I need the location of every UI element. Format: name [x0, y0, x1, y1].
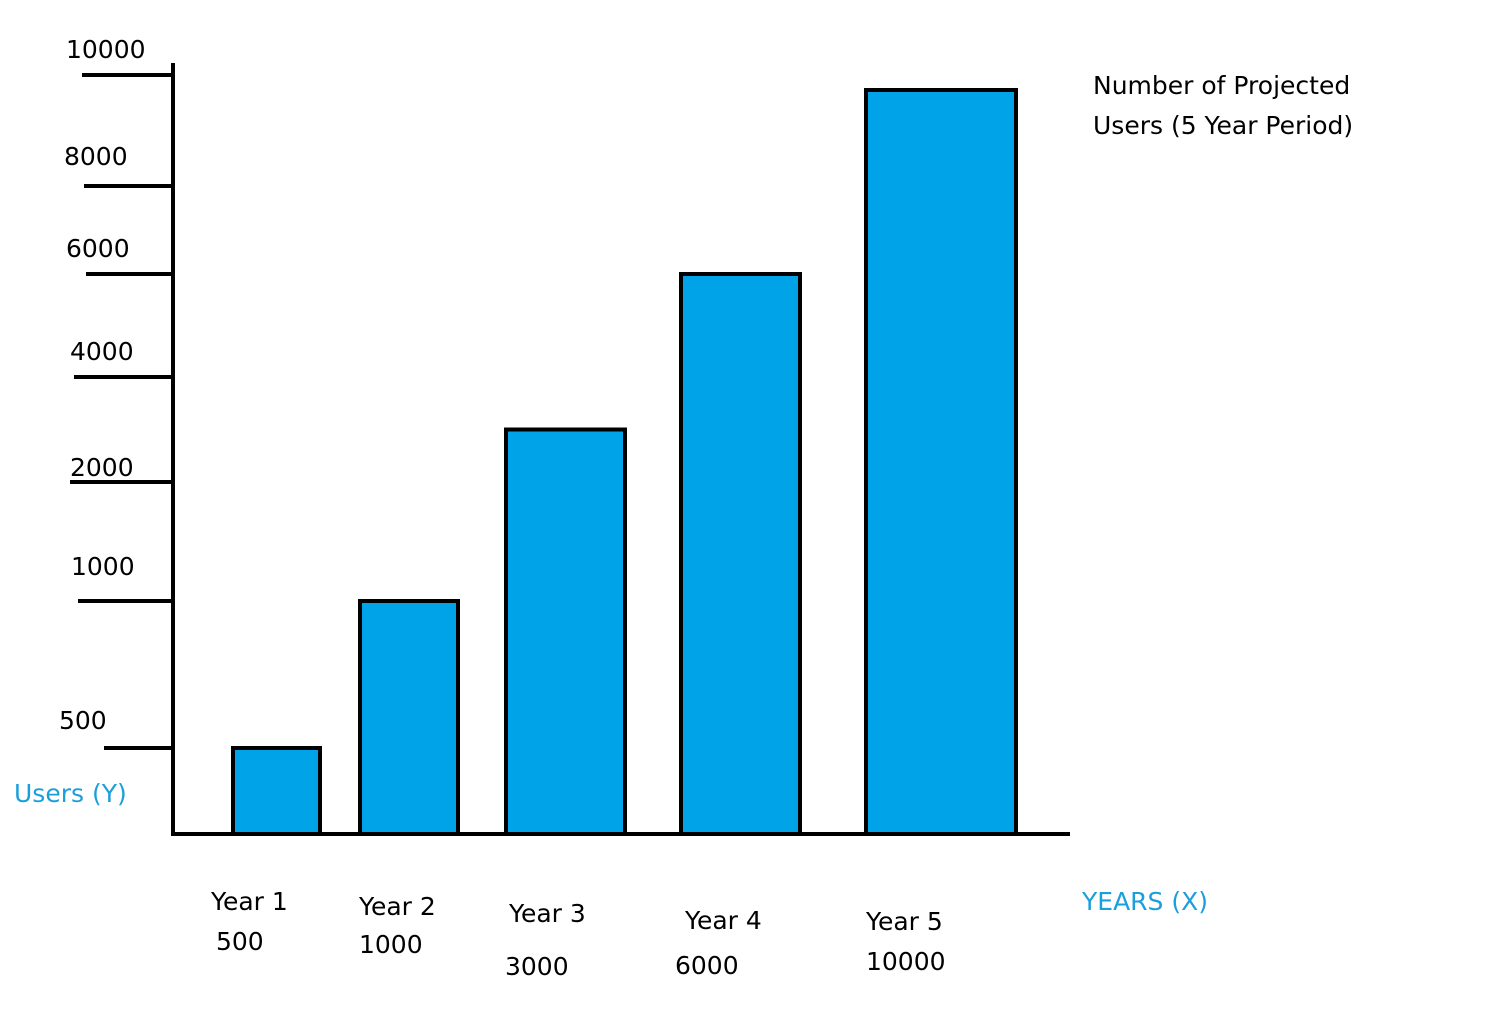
bar-value-label: 1000 — [359, 930, 423, 959]
bar-value-label: 3000 — [505, 952, 569, 981]
x-category-label: Year 2 — [358, 892, 436, 921]
bar-value-label: 6000 — [675, 951, 739, 980]
bars-group — [231, 88, 1018, 836]
y-tick-label: 2000 — [70, 453, 134, 482]
chart-title: Number of Projected Users (5 Year Period… — [1093, 71, 1353, 140]
y-axis-ticks: 500 1000 2000 4000 6000 8000 10000 — [59, 35, 173, 750]
y-tick-label: 4000 — [70, 337, 134, 366]
x-category-label: Year 4 — [684, 906, 762, 935]
bar — [231, 746, 322, 836]
y-tick-label: 8000 — [64, 142, 128, 171]
bar-value-label: 500 — [216, 927, 264, 956]
bar — [358, 599, 460, 836]
bar-value-label: 10000 — [866, 947, 946, 976]
x-category-label: Year 5 — [865, 907, 943, 936]
bar — [504, 427, 627, 836]
chart-title-line-1: Number of Projected — [1093, 71, 1350, 100]
x-axis-title: YEARS (X) — [1081, 887, 1208, 916]
x-category-label: Year 1 — [210, 887, 288, 916]
y-axis-title: Users (Y) — [14, 779, 127, 808]
y-tick-label: 10000 — [66, 35, 146, 64]
y-tick-label: 6000 — [66, 234, 130, 263]
axes-group — [171, 63, 1070, 836]
x-category-label: Year 3 — [508, 899, 586, 928]
bar — [679, 272, 802, 836]
bar — [864, 88, 1018, 836]
chart-title-line-2: Users (5 Year Period) — [1093, 111, 1353, 140]
x-axis-category-labels: Year 1 500 Year 2 1000 Year 3 3000 Year 4 6000 Y… — [210, 887, 946, 981]
y-tick-label: 500 — [59, 706, 107, 735]
y-tick-label: 1000 — [71, 552, 135, 581]
